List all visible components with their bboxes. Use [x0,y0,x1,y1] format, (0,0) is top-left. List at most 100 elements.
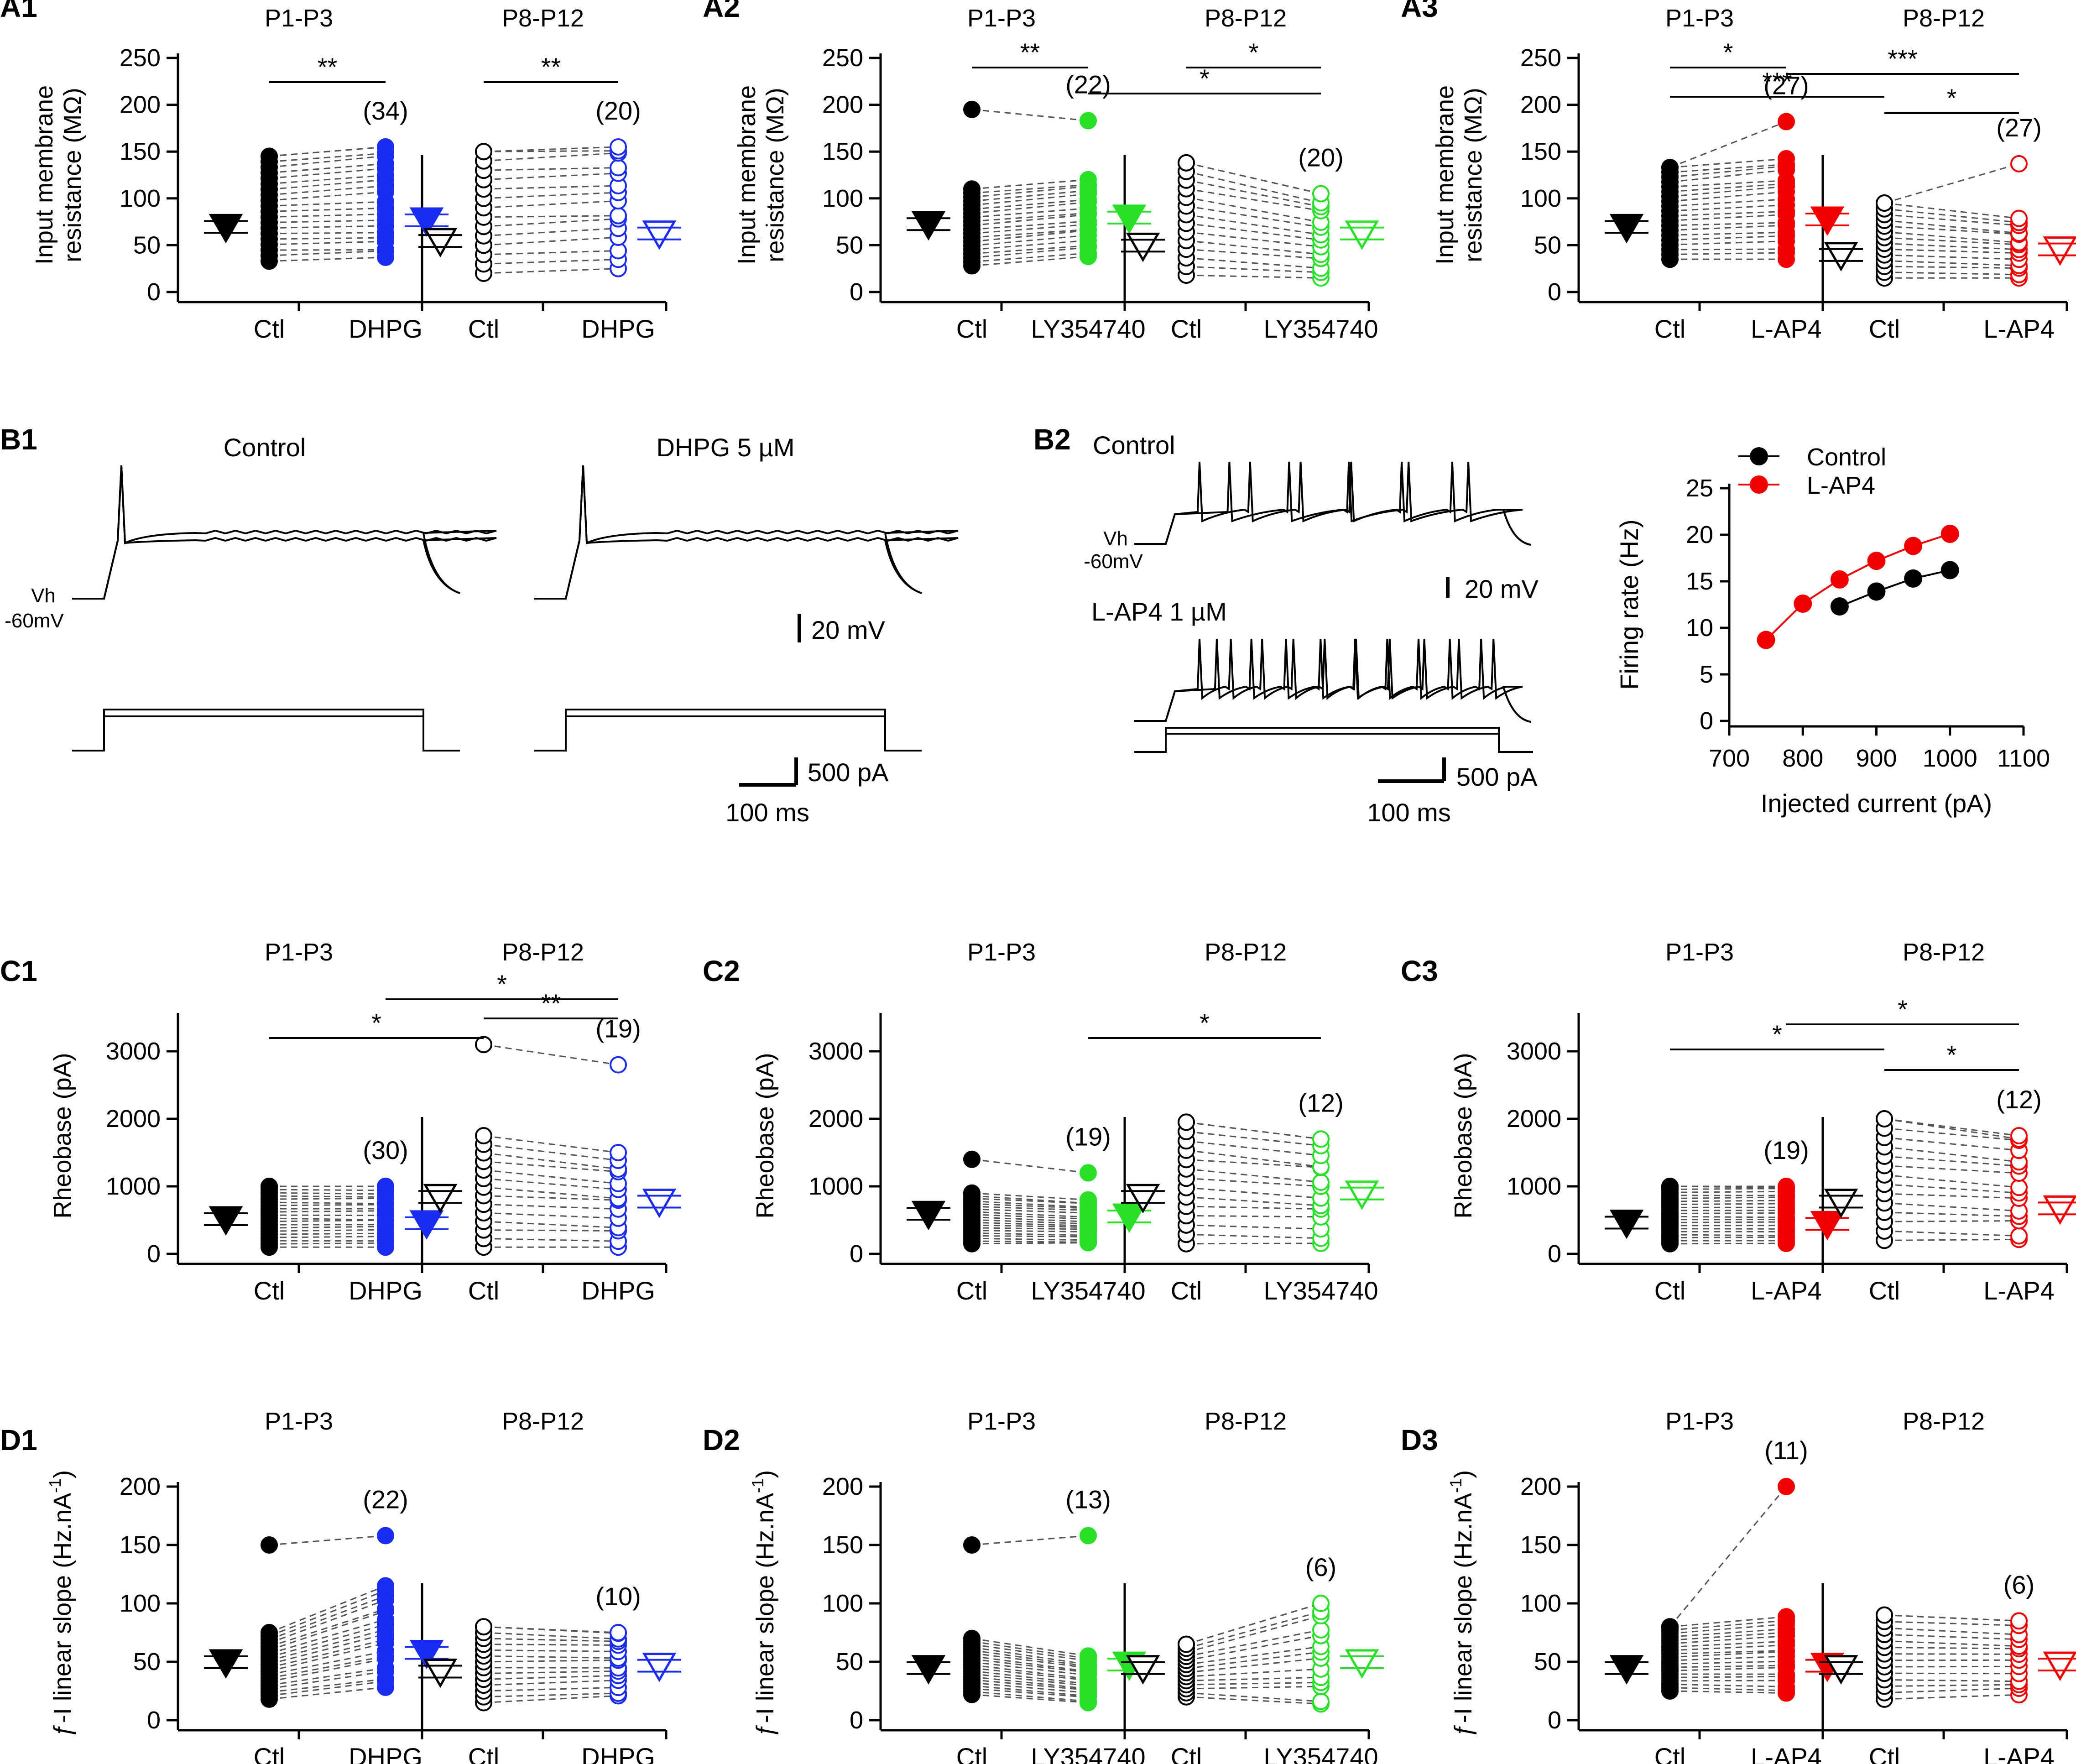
mean-triangle [1126,232,1160,262]
mean-triangle [911,211,946,241]
paired-lines-young [269,1535,386,1700]
mean-marker-drug [1805,206,1849,236]
data-point [1867,582,1886,601]
current-path [1134,733,1533,753]
paired-line [483,1670,619,1675]
paired-line [1669,121,1787,168]
mean-triangle [1810,1211,1845,1241]
vh-value: -60mV [5,610,64,632]
paired-line [1669,1690,1787,1694]
mean-triangle [2043,236,2076,266]
y-tick-label: 2000 [1507,1105,1561,1133]
mean-marker-drug [637,1653,681,1682]
data-point [1940,561,1959,579]
data-point-ctl [1178,1635,1195,1653]
mean-marker-drug [637,220,681,250]
y-tick-label: 50 [133,1648,161,1675]
paired-line [269,1219,386,1222]
significance-stars: * [1249,38,1259,67]
paired-line [971,1694,1089,1704]
paired-line [269,1642,386,1672]
paired-line [1669,198,1787,207]
paired-line [971,1667,1089,1681]
mean-marker-ctl [1121,232,1165,262]
y-tick-label: 250 [822,44,863,72]
paired-line [1186,266,1321,273]
data-point-drug [2010,1227,2028,1245]
y-label-sup: -1 [46,1478,64,1493]
y-tick-label: 100 [1520,185,1561,212]
paired-line [1669,231,1787,236]
paired-line [971,1159,1089,1174]
x-tick-label: L-AP4 [1751,1276,1822,1305]
y-tick-label: 100 [120,185,161,212]
paired-line [1669,1196,1787,1199]
y-label-close: ) [751,1470,779,1478]
paired-line [483,215,619,218]
paired-line [1669,222,1787,226]
data-point-drug [1312,1130,1330,1148]
data-point-drug [1080,1647,1097,1665]
paired-line [483,1675,619,1680]
data-point-ctl [475,1036,492,1054]
paired-line [1669,252,1787,256]
n-label: (20) [595,96,641,125]
paired-line [971,109,1089,121]
paired-line [1884,1621,2019,1626]
mean-triangle [1609,1655,1644,1685]
panel-B2: B2 Control Vh-60mV L-AP4 1 µM 20 mV 500 pA100… [1033,423,1539,827]
x-tick-label: LY354740 [1263,314,1378,343]
data-point [1830,597,1849,616]
mean-marker-ctl [907,1200,950,1231]
trace-title: DHPG 5 µM [657,433,795,462]
age-label-old: P8-P12 [502,939,584,966]
y-tick-label: 3000 [106,1038,161,1065]
mean-triangle [1810,206,1845,236]
paired-line [269,1670,386,1690]
data-point [1830,570,1849,589]
x-tick-label: L-AP4 [1751,314,1822,343]
x-tick-label: Ctl [254,314,285,343]
paired-line [269,1618,386,1654]
x-tick-label: LY354740 [1031,1743,1145,1764]
paired-line [971,1235,1089,1238]
y-label-main: ƒ-I linear slope (Hz.nA [49,1493,76,1737]
paired-line [269,1667,386,1686]
paired-line [971,1688,1089,1698]
paired-line [483,1169,619,1185]
voltage-trace [72,465,497,600]
paired-line [1186,179,1321,208]
paired-line [971,1195,1089,1204]
paired-line [1669,248,1787,251]
paired-line [269,201,386,207]
paired-line [483,1160,619,1173]
paired-line [483,1644,619,1646]
paired-line [971,1237,1089,1241]
paired-line [971,184,1089,194]
mean-triangle [423,1658,458,1688]
x-tick-label: 700 [1709,745,1750,772]
paired-line [269,1655,386,1679]
paired-line [1186,248,1321,260]
paired-line [1186,231,1321,248]
paired-line [1186,1635,1321,1661]
paired-line [971,1230,1089,1233]
paired-line [1186,1611,1321,1649]
paired-lines-young [971,1535,1089,1704]
age-label-young: P1-P3 [967,939,1036,966]
y-tick-label: 200 [1520,1473,1561,1500]
points-young [1661,113,1795,268]
paired-lines-young [269,1185,386,1248]
mean-triangle [1824,242,1858,271]
paired-line [1186,1149,1321,1168]
data-point-drug [610,159,627,177]
data-point-ctl [261,1178,278,1195]
age-label-old: P8-P12 [1903,5,1985,32]
current-trace [1134,727,1533,753]
y-axis-label: ƒ-I linear slope (Hz.nA-1) [1446,1470,1477,1737]
y-tick-label: 150 [1520,1531,1561,1559]
y-tick-label: 25 [1686,475,1713,502]
data-point [1904,537,1923,555]
paired-line [1186,214,1321,235]
age-label-old: P8-P12 [1205,939,1287,966]
